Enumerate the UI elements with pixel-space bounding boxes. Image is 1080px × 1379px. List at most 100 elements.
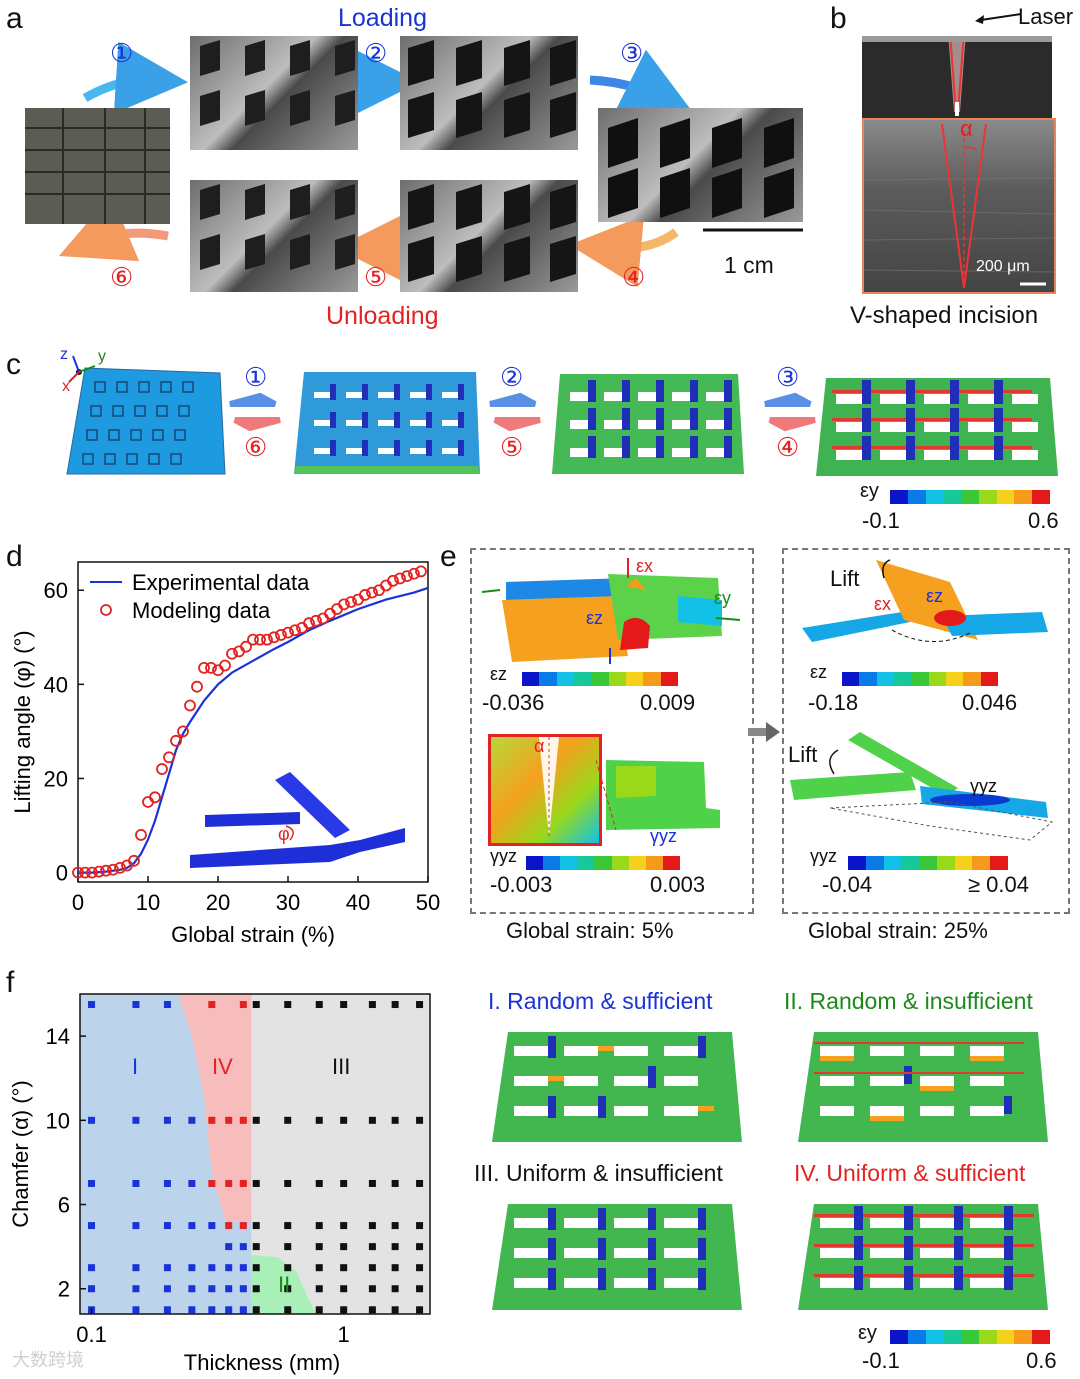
phase-point-III [340, 1001, 348, 1009]
phase-point-III [368, 1243, 376, 1251]
phase-point-I [163, 1179, 171, 1187]
chart-d-ytick-label: 40 [44, 672, 68, 697]
phase-point-III [391, 1285, 399, 1293]
panel-label-c: c [6, 348, 21, 381]
phase-point-I [239, 1243, 247, 1251]
arrow-4 [569, 215, 679, 288]
region-label-IV: IV [212, 1054, 233, 1079]
phase-point-I [132, 1306, 140, 1314]
phase-point-II [252, 1264, 260, 1272]
c-colorbar-max: 0.6 [1028, 508, 1059, 533]
phase-point-III [284, 1001, 292, 1009]
e-model-5pct-gamma [596, 759, 720, 831]
chart-f-ytick-label: 14 [46, 1024, 70, 1049]
e-cb1-label: εz [490, 664, 508, 684]
chart-d-xtick-label: 50 [416, 890, 440, 915]
chart-f-ylabel: Chamfer (α) (°) [8, 1080, 33, 1227]
phase-point-III [416, 1222, 424, 1230]
panel-label-a: a [6, 2, 23, 35]
modeling-point [387, 574, 399, 587]
modeling-point [205, 661, 217, 674]
f-model-II [798, 1032, 1048, 1142]
e-inset-alpha [488, 734, 602, 846]
modeling-point [156, 763, 168, 775]
fea-model-step3 [816, 378, 1058, 476]
chart-d-ytick-label: 60 [44, 578, 68, 603]
f-legend-III: III. Uniform & insufficient [474, 1160, 723, 1186]
phase-point-III [391, 1116, 399, 1124]
e-lift-label-2: Lift [788, 742, 818, 767]
e-cb2-label: εz [810, 662, 828, 682]
arrow-3 [589, 49, 695, 115]
step-2-label: ② [364, 38, 388, 68]
legend-experimental: Experimental data [132, 570, 310, 595]
fea-model-step2 [552, 374, 744, 474]
e-epsx-label-2: εx [874, 594, 892, 614]
axis-y-label: y [98, 348, 106, 365]
phase-point-I [163, 1116, 171, 1124]
axis-z-label: z [60, 346, 68, 363]
phase-point-III [252, 1243, 260, 1251]
phase-point-IV [208, 1179, 216, 1187]
c-step-6: ⑥ [244, 432, 268, 462]
e-cb2-min: -0.18 [808, 690, 859, 715]
phase-point-I [163, 1264, 171, 1272]
phase-point-I [208, 1285, 216, 1293]
c-step-1: ① [244, 362, 268, 392]
f-colorbar-label: εy [858, 1322, 877, 1344]
e-model-25pct-ez [802, 559, 1048, 642]
phase-point-IV [225, 1116, 233, 1124]
phase-point-III [368, 1306, 376, 1314]
phase-point-III [315, 1179, 323, 1187]
f-model-III [492, 1204, 742, 1310]
modeling-point [163, 751, 175, 764]
phase-point-I [225, 1264, 233, 1272]
modeling-point [170, 734, 182, 747]
chart-d-xlabel: Global strain (%) [171, 922, 335, 947]
modeling-point [310, 614, 322, 627]
phase-point-IV [239, 1116, 247, 1124]
phase-point-III [391, 1306, 399, 1314]
step-3-label: ③ [620, 38, 644, 68]
phase-point-III [315, 1285, 323, 1293]
modeling-point [240, 640, 252, 653]
phase-point-I [188, 1306, 196, 1314]
e-transition-arrow [748, 722, 780, 742]
phase-point-I [208, 1306, 216, 1314]
phase-point-III [252, 1116, 260, 1124]
e-cb4-label: γyz [810, 846, 837, 866]
phase-point-I [225, 1306, 233, 1314]
c-step-2: ② [500, 362, 524, 392]
phase-point-III [315, 1243, 323, 1251]
phase-point-III [252, 1222, 260, 1230]
phase-point-III [284, 1243, 292, 1251]
experimental-line [78, 586, 429, 874]
phase-point-III [315, 1264, 323, 1272]
panel-label-d: d [6, 540, 23, 573]
legend-modeling: Modeling data [132, 598, 271, 623]
sem-scale-label: 200 μm [976, 258, 1030, 275]
laser-label: Laser [1018, 4, 1074, 29]
phase-point-III [391, 1264, 399, 1272]
chart-d-ytick-label: 0 [56, 861, 68, 886]
e-epsz-label-1: εz [586, 608, 604, 628]
phase-point-I [188, 1222, 196, 1230]
e-epsy-label: εy [714, 588, 732, 608]
f-model-IV [798, 1204, 1048, 1310]
chart-d-frame [77, 561, 429, 883]
chart-f-regions [80, 994, 430, 1314]
phase-point-I [208, 1264, 216, 1272]
laser-arrow [975, 13, 1022, 24]
modeling-point [359, 589, 371, 601]
photo-unloading-1 [400, 180, 578, 292]
photo-unloading-2 [190, 180, 358, 292]
lifting-angle-inset [190, 772, 405, 868]
modeling-point [135, 829, 147, 841]
photo-flat-sheet [25, 108, 170, 224]
phase-point-I [163, 1222, 171, 1230]
modeling-point [303, 617, 315, 630]
phase-point-III [368, 1116, 376, 1124]
phase-point-I [163, 1306, 171, 1314]
phase-point-III [368, 1222, 376, 1230]
f-legend-II: II. Random & insufficient [784, 988, 1033, 1014]
